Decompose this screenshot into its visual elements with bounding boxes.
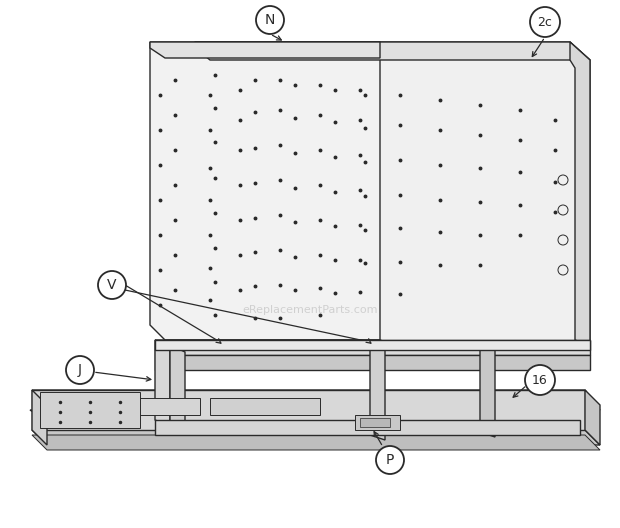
Polygon shape — [32, 390, 600, 410]
Polygon shape — [32, 390, 47, 445]
Text: J: J — [78, 363, 82, 377]
Polygon shape — [150, 42, 380, 58]
Polygon shape — [155, 340, 395, 345]
Polygon shape — [210, 398, 320, 415]
Circle shape — [98, 271, 126, 299]
Polygon shape — [195, 42, 590, 345]
Polygon shape — [50, 398, 200, 415]
Polygon shape — [155, 340, 590, 355]
Circle shape — [376, 446, 404, 474]
Polygon shape — [150, 42, 380, 340]
Text: eReplacementParts.com: eReplacementParts.com — [242, 305, 378, 315]
Polygon shape — [480, 342, 495, 437]
Polygon shape — [32, 435, 600, 450]
Polygon shape — [30, 410, 595, 420]
Text: 2c: 2c — [538, 15, 552, 29]
Text: P: P — [386, 453, 394, 467]
Polygon shape — [40, 392, 140, 428]
Polygon shape — [360, 418, 390, 427]
Circle shape — [66, 356, 94, 384]
Circle shape — [256, 6, 284, 34]
Polygon shape — [155, 340, 170, 425]
Polygon shape — [32, 390, 585, 430]
Polygon shape — [155, 340, 590, 350]
Polygon shape — [170, 345, 185, 430]
Polygon shape — [32, 430, 600, 445]
Polygon shape — [370, 345, 385, 440]
Polygon shape — [570, 42, 590, 345]
Polygon shape — [155, 420, 580, 435]
Polygon shape — [355, 415, 400, 430]
Circle shape — [530, 7, 560, 37]
Polygon shape — [155, 355, 590, 370]
Polygon shape — [195, 42, 590, 60]
Circle shape — [525, 365, 555, 395]
Text: N: N — [265, 13, 275, 27]
Polygon shape — [585, 390, 600, 445]
Text: 16: 16 — [532, 373, 548, 386]
Text: V: V — [107, 278, 117, 292]
